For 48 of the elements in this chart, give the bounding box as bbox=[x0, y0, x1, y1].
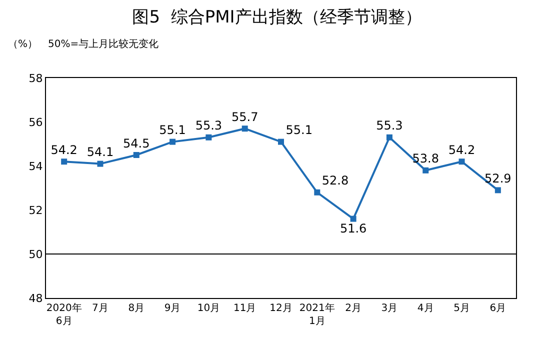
data-label: 54.2 bbox=[448, 142, 476, 157]
data-label: 53.8 bbox=[412, 152, 439, 166]
y-axis-title: （%） bbox=[8, 39, 38, 50]
x-tick-label: 2月 bbox=[345, 303, 362, 314]
point bbox=[242, 126, 248, 132]
x-tick-label: 8月 bbox=[128, 303, 145, 314]
data-label: 55.3 bbox=[195, 118, 222, 133]
point bbox=[350, 216, 356, 222]
data-label: 51.6 bbox=[340, 222, 367, 236]
point bbox=[61, 158, 68, 165]
data-label: 52.9 bbox=[484, 171, 512, 186]
data-label: 54.5 bbox=[123, 136, 150, 150]
point bbox=[170, 138, 176, 145]
y-tick-label: 52 bbox=[28, 204, 43, 217]
x-tick-label: 2021年 1月 bbox=[299, 302, 335, 327]
data-label: 55.3 bbox=[376, 118, 403, 133]
x-tick-label: 12月 bbox=[270, 303, 292, 314]
point bbox=[386, 134, 392, 140]
x-tick-label: 4月 bbox=[417, 303, 434, 314]
y-tick-label: 54 bbox=[28, 160, 43, 173]
point bbox=[458, 158, 465, 165]
y-tick-label: 50 bbox=[28, 248, 43, 261]
x-tick-label: 2020年 6月 bbox=[46, 302, 82, 327]
data-label: 54.2 bbox=[50, 142, 78, 157]
x-tick-label: 9月 bbox=[164, 303, 181, 314]
data-label: 52.8 bbox=[322, 174, 349, 188]
point bbox=[314, 189, 320, 196]
y-tick-label: 56 bbox=[28, 116, 43, 129]
x-tick-label: 3月 bbox=[381, 303, 398, 314]
text: 50%=与上月比较无变化 bbox=[48, 38, 159, 50]
y-tick-label: 48 bbox=[28, 292, 43, 305]
x-tick-label: 7月 bbox=[92, 303, 108, 314]
data-label: 55.1 bbox=[159, 123, 186, 138]
point bbox=[422, 167, 429, 174]
x-tick-label: 11月 bbox=[233, 303, 256, 314]
point bbox=[278, 138, 284, 145]
x-tick-label: 10月 bbox=[197, 303, 220, 314]
data-label: 54.1 bbox=[86, 145, 114, 160]
point bbox=[97, 160, 104, 167]
data-label: 55.1 bbox=[286, 123, 312, 138]
chart-title: 图5 综合PMI产出指数（经季节调整） bbox=[132, 7, 422, 28]
y-tick-label: 58 bbox=[28, 72, 43, 85]
x-tick-label: 5月 bbox=[454, 303, 470, 314]
x-tick-label: 6月 bbox=[490, 303, 506, 314]
point bbox=[133, 152, 140, 158]
data-label: 55.7 bbox=[231, 110, 258, 124]
point bbox=[494, 187, 501, 194]
point bbox=[206, 134, 212, 140]
